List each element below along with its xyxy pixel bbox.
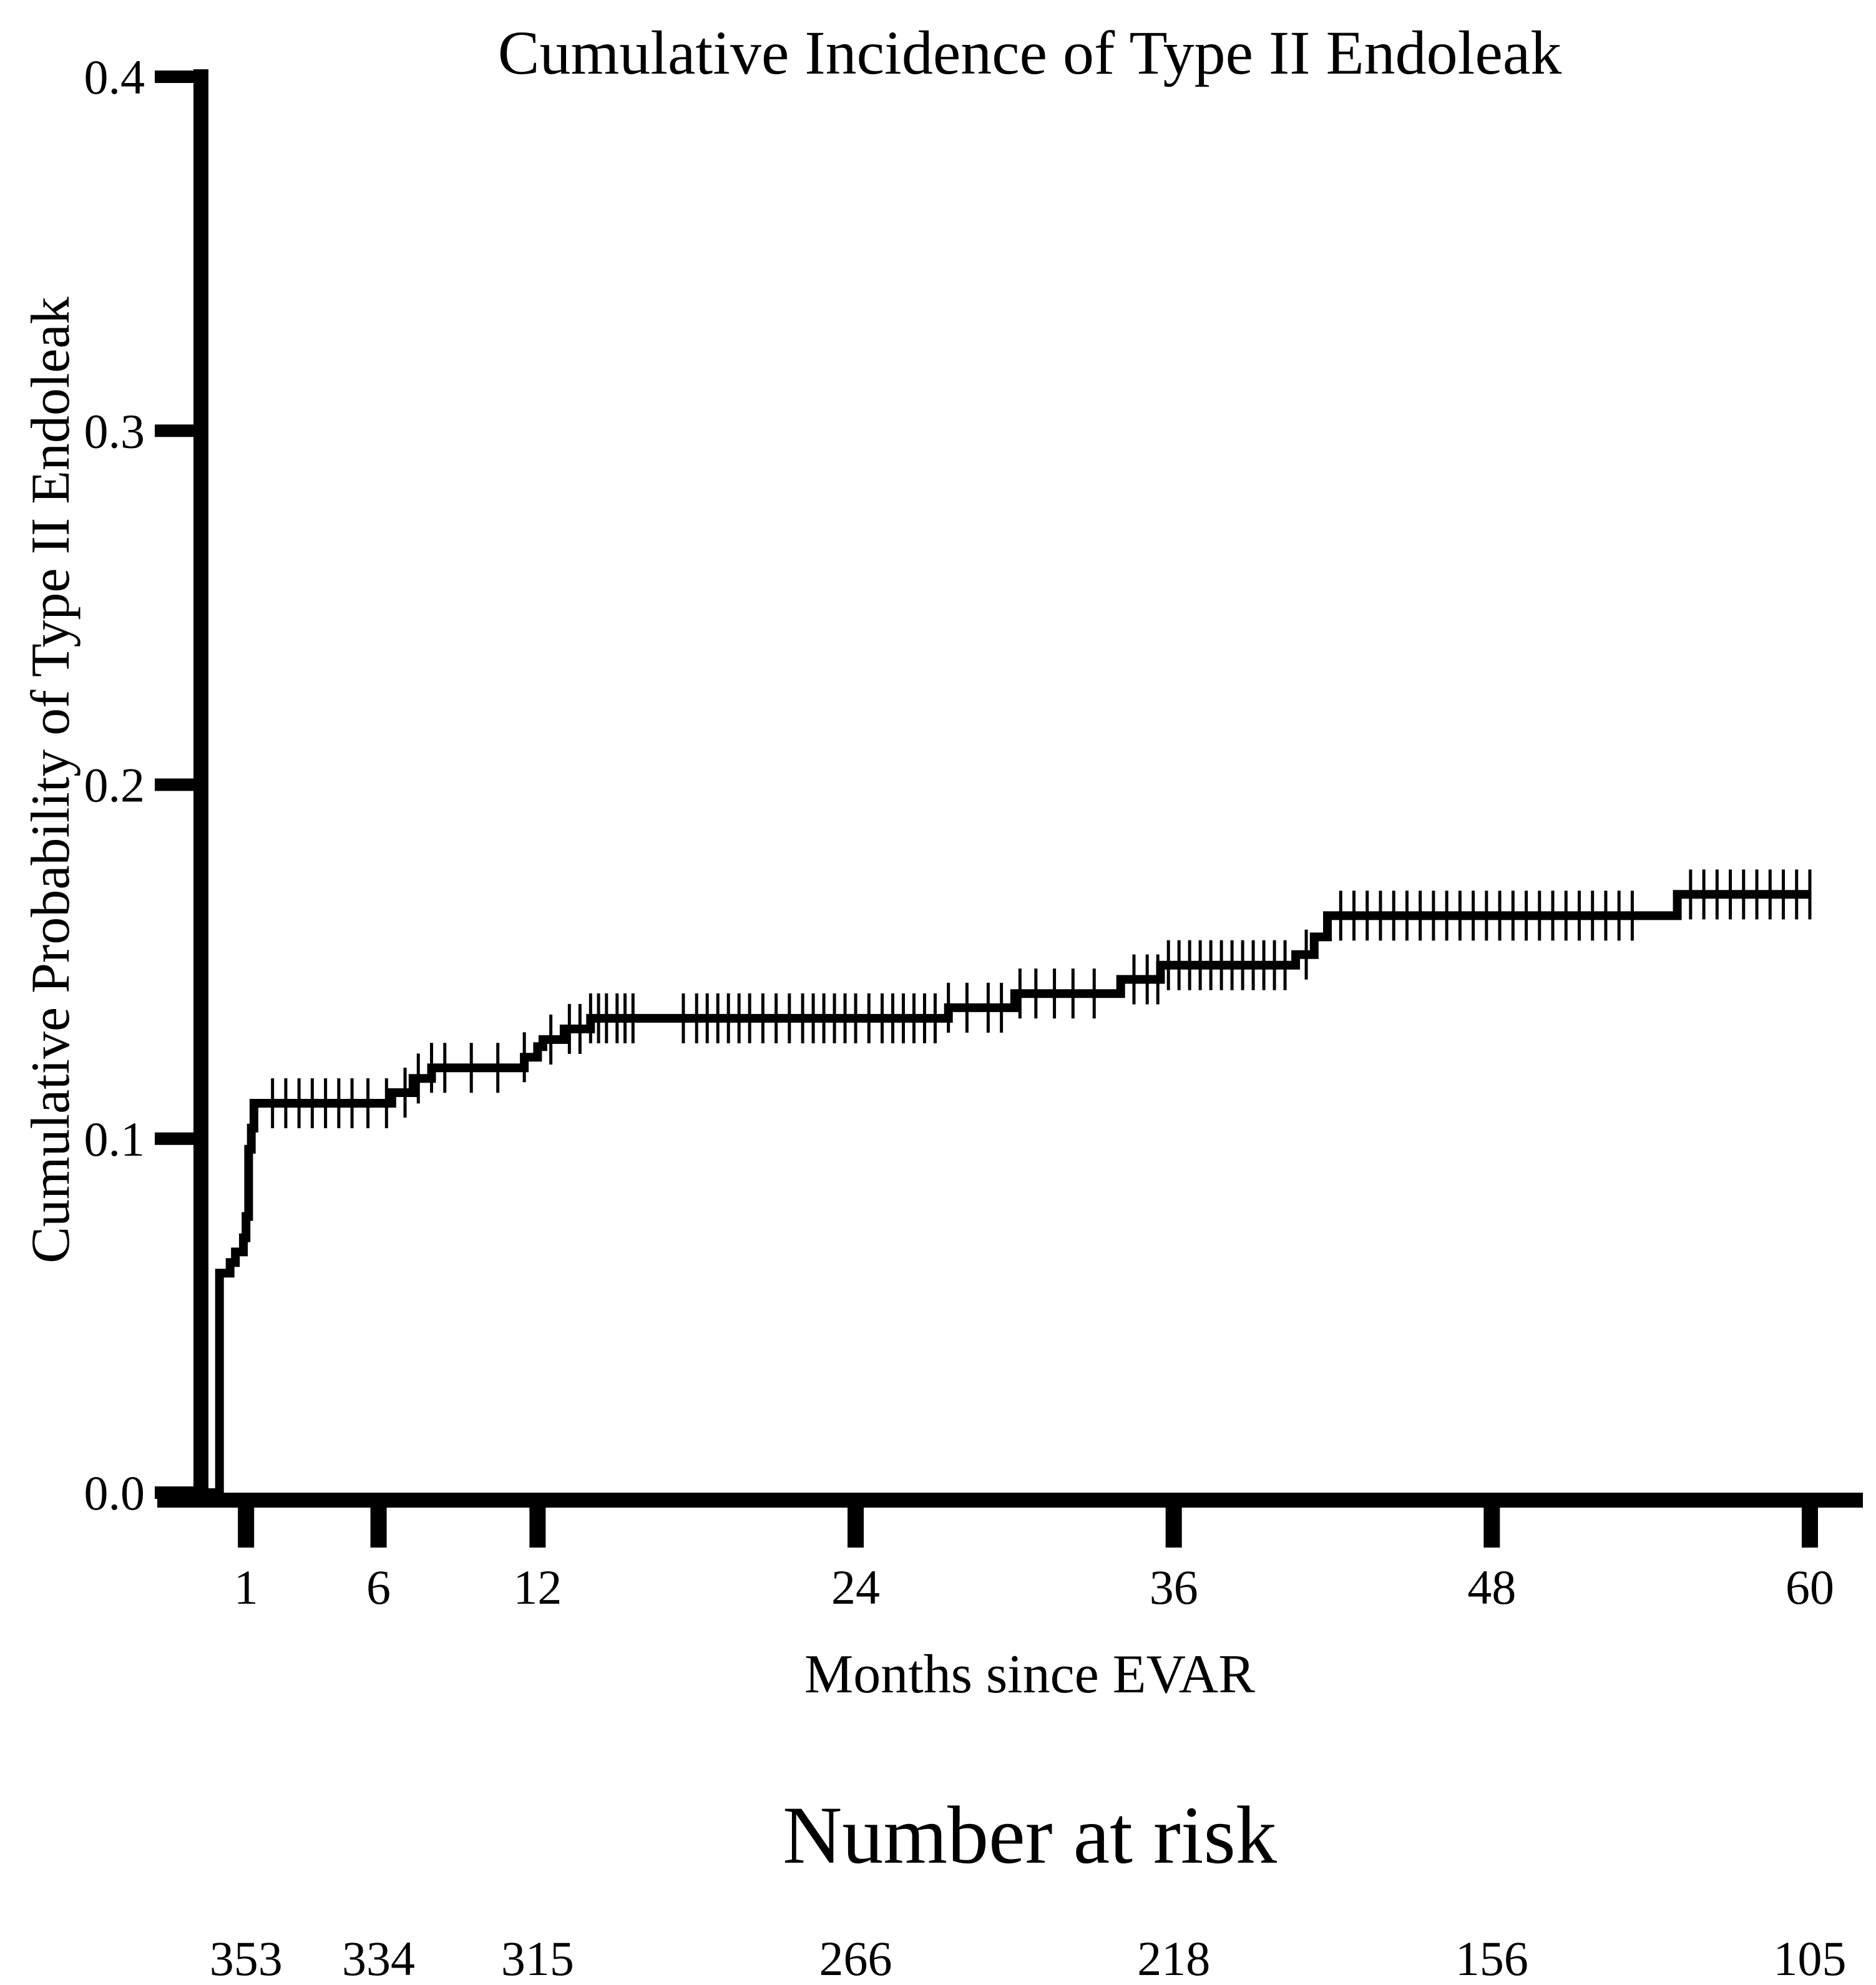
- risk-count-6: 105: [1774, 1931, 1847, 1985]
- risk-count-5: 156: [1455, 1931, 1528, 1985]
- y-tick-label-1: 0.1: [84, 1112, 145, 1166]
- risk-count-2: 315: [501, 1931, 574, 1985]
- x-tick-label-4: 36: [1150, 1560, 1198, 1614]
- x-tick-label-2: 12: [513, 1560, 562, 1614]
- survival-curve: [201, 890, 1810, 1497]
- x-tick-label-1: 6: [366, 1560, 391, 1614]
- y-tick-label-0: 0.0: [84, 1466, 145, 1520]
- risk-count-1: 334: [342, 1931, 415, 1985]
- y-tick-label-2: 0.2: [84, 758, 145, 812]
- x-tick-label-5: 48: [1467, 1560, 1516, 1614]
- x-tick-label-0: 1: [234, 1560, 258, 1614]
- risk-table: 353 334 315 266 218 156 105: [210, 1931, 1847, 1985]
- x-axis: 1 6 12 24 36 48 60: [157, 1493, 1863, 1614]
- risk-count-0: 353: [210, 1931, 283, 1985]
- censor-marks: [271, 869, 1812, 1129]
- risk-count-3: 266: [819, 1931, 892, 1985]
- x-axis-label: Months since EVAR: [804, 1644, 1255, 1705]
- risk-table-title: Number at risk: [783, 1789, 1277, 1881]
- y-axis-label: Cumulative Probability of Type II Endole…: [21, 296, 81, 1263]
- series-line-0: [201, 890, 1810, 1497]
- y-tick-label-4: 0.4: [84, 50, 145, 104]
- x-tick-label-6: 60: [1786, 1560, 1834, 1614]
- y-axis: 0.0 0.1 0.2 0.3 0.4: [84, 50, 208, 1520]
- x-tick-label-3: 24: [831, 1560, 880, 1614]
- chart-title: Cumulative Incidence of Type II Endoleak: [498, 18, 1561, 87]
- y-tick-label-3: 0.3: [84, 404, 145, 458]
- risk-count-4: 218: [1137, 1931, 1210, 1985]
